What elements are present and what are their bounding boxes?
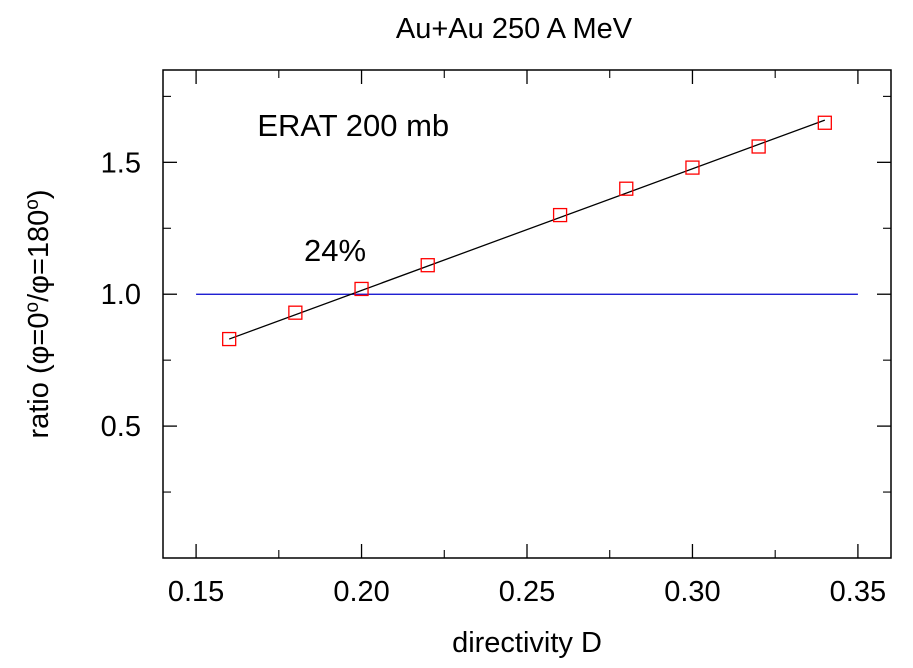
x-tick-label: 0.20 bbox=[333, 576, 389, 608]
data-point bbox=[222, 331, 237, 347]
fit-line bbox=[228, 119, 826, 340]
data-point bbox=[619, 181, 634, 196]
x-tick-label: 0.15 bbox=[168, 576, 224, 608]
y-label-text: =0 bbox=[23, 313, 55, 346]
data-point bbox=[552, 207, 568, 223]
x-tick-label: 0.30 bbox=[664, 576, 720, 608]
chart-lines bbox=[196, 119, 858, 340]
y-tick-label: 0.5 bbox=[101, 411, 141, 443]
chart-annotations: ERAT 200 mb 24% bbox=[257, 108, 449, 268]
data-point bbox=[354, 281, 369, 297]
x-tick-label: 0.35 bbox=[830, 576, 886, 608]
chart-title: Au+Au 250 A MeV bbox=[396, 13, 633, 45]
y-tick-labels: 0.5 1.0 1.5 bbox=[101, 147, 141, 443]
data-point bbox=[420, 258, 435, 273]
y-label-degree: o bbox=[22, 199, 43, 210]
x-axis-label: directivity D bbox=[452, 627, 602, 659]
data-point bbox=[817, 115, 832, 130]
y-label-text: =180 bbox=[23, 210, 55, 275]
y-label-phi: φ bbox=[23, 275, 55, 294]
data-point bbox=[685, 160, 700, 175]
chart-annotation: 24% bbox=[304, 233, 366, 268]
data-point bbox=[288, 305, 303, 320]
data-markers bbox=[222, 115, 832, 347]
y-tick-label: 1.0 bbox=[101, 279, 141, 311]
y-label-text: / bbox=[23, 293, 55, 302]
data-point bbox=[751, 139, 766, 154]
x-tick-label: 0.25 bbox=[499, 576, 555, 608]
y-label-text: ) bbox=[23, 189, 55, 199]
plot-frame bbox=[162, 69, 892, 559]
y-tick-label: 1.5 bbox=[101, 147, 141, 179]
chart-annotation: ERAT 200 mb bbox=[257, 108, 449, 143]
axis-ticks bbox=[163, 70, 891, 558]
y-axis-label: ratio (φ=0o/φ=180o) bbox=[22, 189, 56, 438]
x-tick-labels: 0.15 0.20 0.25 0.30 0.35 bbox=[168, 576, 886, 608]
y-label-phi: φ bbox=[23, 346, 55, 365]
y-label-degree: o bbox=[22, 302, 43, 313]
y-label-text: ratio ( bbox=[23, 364, 55, 438]
